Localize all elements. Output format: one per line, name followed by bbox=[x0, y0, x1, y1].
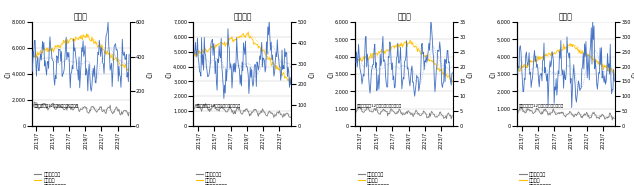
Y-axis label: (件): (件) bbox=[328, 70, 333, 78]
Text: ＊点線は直近12ヶ月の当月平均数平均: ＊点線は直近12ヶ月の当月平均数平均 bbox=[519, 103, 564, 107]
Y-axis label: (件): (件) bbox=[467, 70, 473, 78]
Title: 埼玉県: 埼玉県 bbox=[398, 12, 411, 21]
Y-axis label: (件): (件) bbox=[632, 70, 634, 78]
Text: ＊点線は直近12ヶ月の当月平均数平均: ＊点線は直近12ヶ月の当月平均数平均 bbox=[357, 103, 403, 107]
Y-axis label: (件): (件) bbox=[309, 70, 314, 78]
Text: ＊点線は直近12ヶ月の当月平均数平均: ＊点線は直近12ヶ月の当月平均数平均 bbox=[195, 103, 240, 107]
Text: ＊点線は直近12ヶ月の当月平均数平均: ＊点線は直近12ヶ月の当月平均数平均 bbox=[34, 103, 79, 107]
Legend: 新規登録件数, 在庫件数, 契約件数（右軸）: 新規登録件数, 在庫件数, 契約件数（右軸） bbox=[358, 172, 390, 185]
Y-axis label: (件): (件) bbox=[146, 70, 152, 78]
Legend: 新規登録件数, 在庫件数, 契約件数（右軸）: 新規登録件数, 在庫件数, 契約件数（右軸） bbox=[196, 172, 228, 185]
Title: 東京都: 東京都 bbox=[74, 12, 87, 21]
Y-axis label: (件): (件) bbox=[489, 70, 495, 78]
Y-axis label: (件): (件) bbox=[166, 70, 172, 78]
Y-axis label: (件): (件) bbox=[4, 70, 10, 78]
Title: 神奈川県: 神奈川県 bbox=[233, 12, 252, 21]
Title: 千葉県: 千葉県 bbox=[559, 12, 573, 21]
Legend: 新規登録件数, 在庫件数, 契約件数（右軸）: 新規登録件数, 在庫件数, 契約件数（右軸） bbox=[519, 172, 552, 185]
Legend: 新規登録件数, 在庫件数, 契約件数（右軸）: 新規登録件数, 在庫件数, 契約件数（右軸） bbox=[34, 172, 67, 185]
